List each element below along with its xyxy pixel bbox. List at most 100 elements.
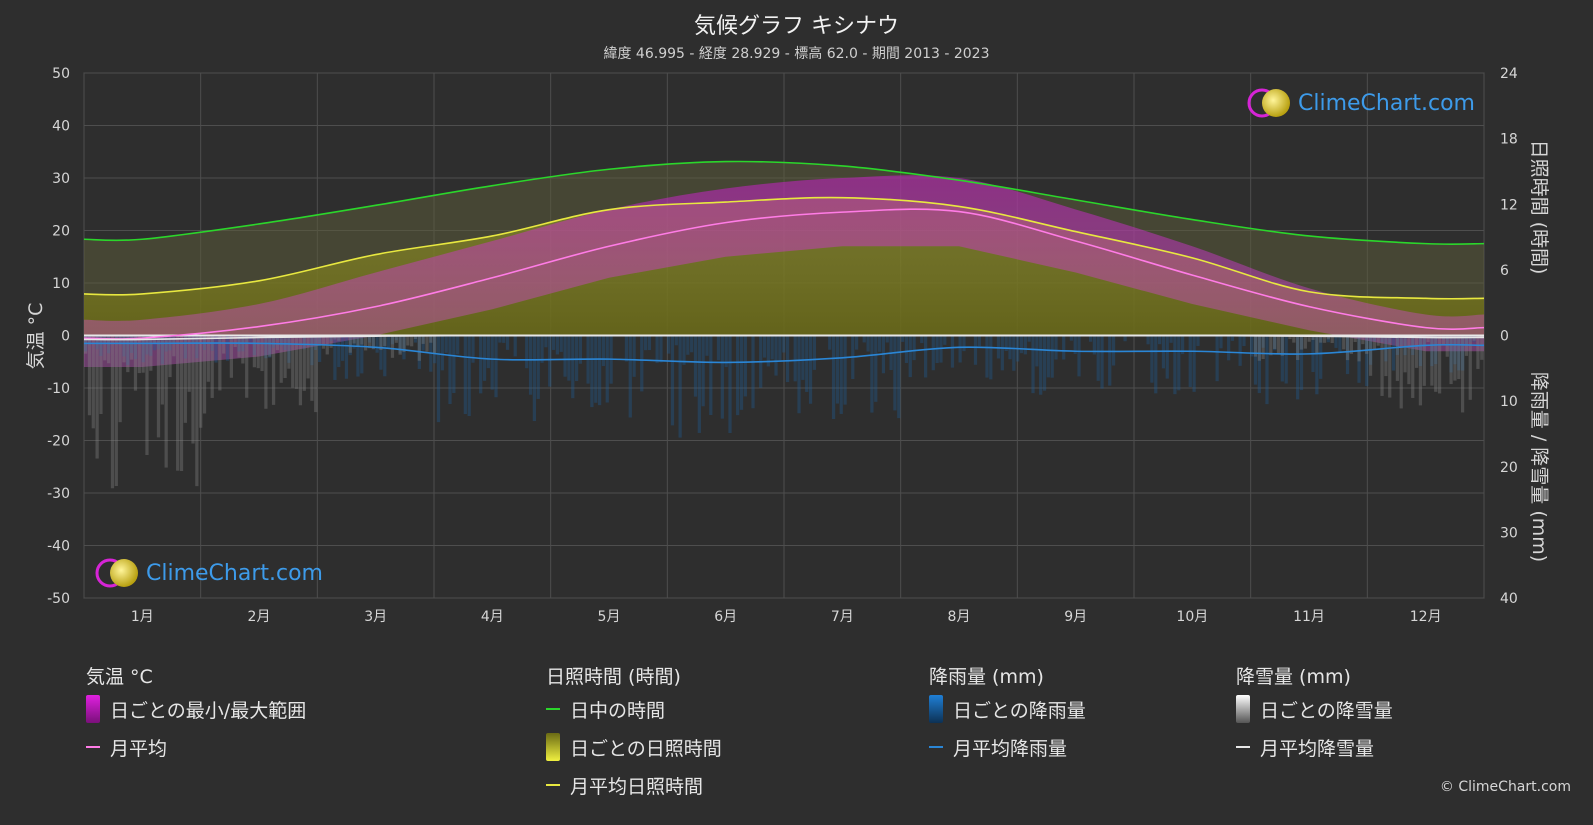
daily-rain-bar (920, 335, 924, 344)
daily-snow-bar (1453, 335, 1457, 381)
daily-snow-bar (260, 335, 264, 372)
daily-rain-bar (1173, 335, 1177, 395)
axes: 50 40 30 20 10 0 -10 -20 -30 -40 -50 24 18 12 6 0 10 20 30… (47, 66, 1518, 625)
daily-snow-bar (87, 335, 92, 416)
daily-rain-bar (1257, 335, 1261, 394)
daily-rain-bar (149, 335, 153, 356)
daily-rain-bar (130, 335, 134, 353)
daily-snow-bar (410, 335, 414, 347)
daily-snow-bar (1273, 335, 1277, 349)
daily-rain-bar (1062, 335, 1066, 360)
right-sun-tick-label: 24 (1500, 66, 1518, 82)
daily-snow-bar (160, 335, 164, 405)
daily-rain-bar (808, 335, 813, 404)
legend-item-daily-snow: 日ごとの降雪量 (1236, 690, 1393, 728)
daily-rain-bar (1096, 335, 1100, 381)
daily-snow-bar (1376, 335, 1380, 346)
daily-rain-bar (551, 335, 556, 350)
daily-snow-bar (103, 335, 107, 361)
daily-rain-bar (1253, 335, 1258, 385)
legend-item-snow-mean: 月平均降雪量 (1236, 728, 1393, 766)
logo-top[interactable]: ClimeChart.com (1246, 86, 1475, 120)
daily-rain-bar (839, 335, 843, 414)
daily-rain-bar (367, 335, 372, 343)
daily-rain-bar (452, 335, 456, 394)
daily-snow-bar (1445, 335, 1449, 357)
daily-rain-bar (1430, 335, 1434, 367)
daily-rain-bar (122, 335, 126, 357)
month-label: 8月 (948, 609, 971, 625)
daily-rain-bar (751, 335, 755, 409)
daily-rain-bar (1123, 335, 1127, 342)
daily-rain-bar (528, 335, 533, 395)
daily-rain-bar (563, 335, 567, 377)
legend-heading: 降雨量 (mm) (929, 666, 1044, 688)
daily-rain-bar (866, 335, 870, 352)
daily-snow-bar (333, 335, 337, 340)
daily-snow-bar (1434, 335, 1438, 392)
daily-snow-bar (222, 335, 226, 354)
daily-snow-bar (107, 335, 111, 364)
daily-rain-bar (728, 335, 732, 434)
daily-rain-bar (912, 335, 916, 361)
daily-snow-bar (1388, 335, 1392, 398)
daily-rain-bar (897, 335, 901, 419)
daily-snow-bar (1422, 335, 1426, 386)
daily-rain-bar (1261, 335, 1265, 348)
daily-rain-bar (1146, 335, 1150, 345)
daily-rain-bar (544, 335, 548, 348)
logo-bottom[interactable]: ClimeChart.com (94, 556, 323, 590)
daily-rain-bar (644, 335, 648, 351)
daily-rain-bar (1150, 335, 1154, 383)
daily-snow-bar (1399, 335, 1403, 409)
daily-rain-bar (268, 335, 272, 358)
daylight-swatch (546, 708, 560, 710)
daily-snow-bar (413, 335, 418, 340)
left-tick-label: -20 (47, 434, 70, 450)
daily-rain-bar (1338, 335, 1342, 354)
daily-snow-bar (1261, 335, 1265, 359)
daily-snow-bar (1307, 335, 1311, 342)
daily-rain-bar (797, 335, 801, 414)
daily-rain-bar (567, 335, 571, 381)
daily-rain-bar (893, 335, 897, 411)
daily-rain-bar (1004, 335, 1008, 352)
daily-rain-bar (1365, 335, 1369, 387)
daily-snow-bar (133, 335, 138, 391)
daily-snow-bar (1480, 335, 1484, 360)
daily-rain-bar (1453, 335, 1457, 365)
daily-rain-bar (985, 335, 989, 378)
daily-rain-bar (444, 335, 448, 353)
daily-rain-bar (413, 335, 418, 343)
legend-item-temp-range: 日ごとの最小/最大範囲 (86, 690, 306, 728)
daily-rain-bar (126, 335, 130, 366)
daily-rain-bar (199, 335, 203, 339)
daily-snow-bar (264, 335, 268, 409)
daily-rain-bar (885, 335, 889, 343)
legend-item-daylight: 日中の時間 (546, 690, 722, 728)
rain-mean-swatch (929, 746, 943, 748)
daily-snow-bar (1257, 335, 1261, 361)
daily-rain-bar (145, 335, 149, 355)
daily-snow-bar (176, 335, 180, 471)
daily-rain-bar (486, 335, 490, 369)
logo-text: ClimeChart.com (146, 560, 323, 586)
left-axis-label: 気温 °C (25, 303, 47, 370)
daily-rain-bar (1242, 335, 1246, 347)
daily-snow-bar (1361, 335, 1365, 345)
daily-rain-bar (1357, 335, 1361, 383)
copyright[interactable]: © ClimeChart.com (1439, 779, 1571, 795)
daily-snow-bar (302, 335, 306, 391)
daily-rain-bar (900, 335, 905, 342)
left-tick-label: 10 (52, 276, 70, 292)
daily-rain-bar (1391, 335, 1396, 371)
logo-text: ClimeChart.com (1298, 90, 1475, 116)
daily-rain-bar (958, 335, 962, 363)
temp-range-swatch (86, 695, 100, 723)
daily-rain-bar (559, 335, 563, 352)
daily-rain-bar (1403, 335, 1407, 356)
daily-snow-bar (241, 335, 245, 364)
daily-snow-bar (126, 335, 130, 373)
daily-snow-bar (252, 335, 257, 368)
daily-snow-bar (110, 335, 115, 489)
